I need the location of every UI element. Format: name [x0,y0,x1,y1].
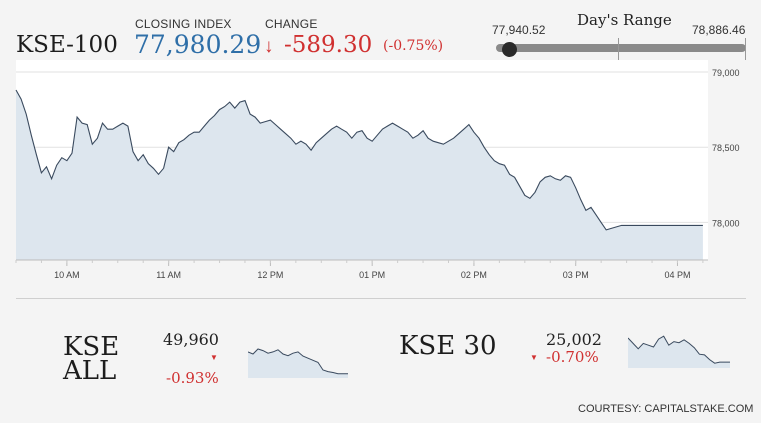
divider [16,298,746,299]
x-tick-label: 01 PM [359,270,385,280]
days-range-tick [745,38,746,60]
caret-down-icon: ▼ [530,353,538,362]
change-label: CHANGE [265,17,318,31]
courtesy-note: COURTESY: CAPITALSTAKE.COM [578,403,754,415]
days-range-tick [618,38,619,60]
days-range-low: 77,940.52 [492,23,546,37]
closing-index-value: 77,980.29 [134,30,262,59]
days-range-marker [502,42,517,57]
x-tick-label: 03 PM [563,270,589,280]
kse-all-change: -0.93% [166,369,219,387]
days-range-title: Day's Range [577,11,672,29]
index-title: KSE-100 [16,32,118,58]
x-tick-label: 10 AM [54,270,80,280]
x-tick-label: 12 PM [257,270,283,280]
kse-30-value: 25,002 [546,330,602,349]
days-range-high: 78,886.46 [692,23,746,37]
sparkline-area [628,336,730,368]
kse-all-title-text: KSE ALL [63,332,120,386]
down-arrow-icon: ↓ [264,36,274,57]
kse-all-value: 49,960 [163,330,219,349]
kse-all-sparkline [248,348,348,378]
kse-30-change: -0.70% [546,348,599,366]
change-percent: (-0.75%) [383,38,444,54]
caret-down-icon: ▼ [210,353,218,362]
kse-all-title: KSE ALL [63,332,123,386]
x-tick-label: 04 PM [664,270,690,280]
kse100-intraday-chart: 79,000 78,500 78,000 10 AM 11 AM 12 PM 01 PM 02… [15,60,740,280]
price-area [16,90,703,260]
y-tick-label: 78,500 [712,143,740,153]
x-tick-label: 02 PM [461,270,487,280]
price-line [15,89,703,231]
days-range-track [496,44,746,52]
kse-30-sparkline [628,335,730,368]
sparkline-line [628,335,730,364]
closing-index-label: CLOSING INDEX [135,17,232,31]
y-tick-label: 79,000 [712,68,740,78]
x-tick-label: 11 AM [156,270,181,280]
kse-30-title: KSE 30 [399,331,497,361]
sparkline-area [248,349,348,378]
y-tick-label: 78,000 [712,218,740,228]
sparkline-line [248,348,348,375]
change-value: -589.30 [284,32,373,58]
